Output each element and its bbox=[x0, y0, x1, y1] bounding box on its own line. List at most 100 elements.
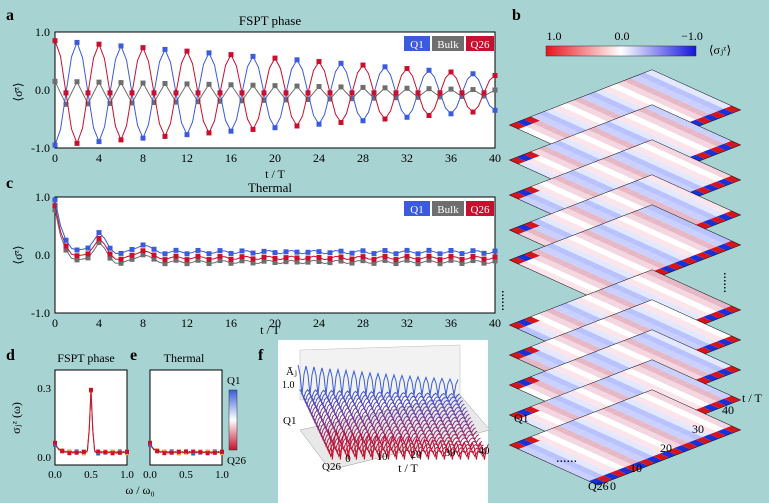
heatmap-cell bbox=[579, 152, 595, 160]
heatmap-cell bbox=[681, 382, 698, 390]
heatmap-cell bbox=[611, 350, 627, 358]
heatmap-cell bbox=[600, 399, 617, 407]
heatmap-cell bbox=[598, 332, 615, 340]
data-point-Bulk bbox=[294, 259, 300, 265]
heatmap-cell bbox=[517, 119, 533, 127]
x-tick-label: 8 bbox=[140, 316, 146, 330]
heatmap-cell bbox=[593, 342, 610, 349]
heatmap-cell bbox=[600, 369, 617, 377]
data-point-Q26 bbox=[129, 90, 135, 96]
heatmap-cell bbox=[607, 141, 624, 149]
heatmap-cell bbox=[634, 89, 650, 96]
heatmap-cell bbox=[605, 449, 622, 457]
heatmap-cell bbox=[541, 444, 558, 452]
data-point-Q26 bbox=[415, 257, 421, 263]
heatmap-cell bbox=[630, 275, 647, 283]
heatmap-cell bbox=[609, 83, 626, 91]
heatmap-cell bbox=[639, 214, 656, 222]
heatmap-cell bbox=[709, 146, 726, 154]
heatmap-cell bbox=[676, 392, 693, 399]
heatmap-cell bbox=[573, 97, 590, 105]
heatmap-cell bbox=[545, 213, 562, 221]
heatmap-cell bbox=[611, 125, 627, 133]
data-point-Q26 bbox=[118, 137, 124, 143]
heatmap-cell bbox=[584, 273, 600, 280]
heatmap-cell bbox=[669, 305, 686, 312]
heatmap-cell bbox=[594, 468, 611, 476]
spectrum-point bbox=[67, 451, 72, 456]
heatmap-cell bbox=[570, 313, 587, 321]
heatmap-cell bbox=[589, 168, 606, 176]
heatmap-cell bbox=[688, 320, 705, 327]
heatmap-cell bbox=[724, 211, 740, 218]
heatmap-cell bbox=[644, 419, 661, 427]
heatmap-cell bbox=[573, 417, 590, 425]
heatmap-cell bbox=[612, 357, 629, 364]
heatmap-cell bbox=[671, 187, 688, 194]
heatmap-cell bbox=[602, 346, 619, 354]
spectrum-point bbox=[205, 451, 210, 456]
heatmap-cell bbox=[541, 229, 558, 237]
heatmap-cell bbox=[681, 412, 698, 420]
heatmap-cell bbox=[525, 258, 542, 266]
heatmap-cell bbox=[648, 343, 665, 351]
heatmap-cell bbox=[564, 353, 581, 360]
data-point-Bulk bbox=[426, 86, 432, 92]
heatmap-cell bbox=[623, 338, 640, 345]
heatmap-cell bbox=[564, 193, 581, 200]
heatmap-cell bbox=[568, 212, 585, 219]
heatmap-cell bbox=[518, 386, 535, 393]
heatmap-cell bbox=[686, 248, 703, 255]
heatmap-cell bbox=[563, 186, 579, 194]
heatmap-cell bbox=[524, 346, 541, 354]
spectrum-point bbox=[184, 449, 188, 454]
data-point-Bulk bbox=[305, 259, 311, 265]
data-point-Q26 bbox=[360, 254, 366, 260]
heatmap-cell bbox=[686, 113, 703, 120]
heatmap-cell bbox=[566, 300, 583, 307]
heatmap-cell bbox=[614, 139, 631, 146]
heatmap-cell bbox=[653, 179, 670, 186]
heatmap-cell bbox=[557, 126, 574, 133]
heatmap-cell bbox=[556, 439, 572, 446]
heatmap-cell bbox=[701, 212, 717, 220]
heatmap-cell bbox=[653, 274, 670, 281]
heatmap-cell bbox=[650, 410, 666, 417]
heatmap-cell bbox=[573, 297, 590, 305]
heatmap-cell bbox=[547, 345, 564, 352]
heatmap-cell bbox=[706, 328, 723, 335]
heatmap-cell bbox=[665, 291, 682, 299]
heatmap-cell bbox=[674, 200, 691, 208]
heatmap-cell bbox=[604, 163, 620, 170]
data-point-Q1 bbox=[206, 251, 212, 257]
heatmap-cell bbox=[604, 383, 620, 390]
heatmap-cell bbox=[518, 446, 535, 453]
heatmap-cell bbox=[692, 103, 709, 111]
panel-c-ylabel: ⟨σ̄ᶻ⟩ bbox=[11, 245, 25, 264]
heatmap-cell bbox=[632, 82, 649, 89]
heatmap-cell bbox=[708, 334, 725, 342]
heatmap-cell bbox=[676, 207, 693, 214]
heatmap-cell bbox=[581, 229, 597, 237]
heatmap-cell bbox=[588, 92, 604, 99]
panel-letter-e: e bbox=[130, 347, 137, 364]
heatmap-cell bbox=[667, 448, 684, 455]
heatmap-cell bbox=[655, 280, 672, 288]
heatmap-cell bbox=[644, 234, 661, 242]
heatmap-cell bbox=[688, 189, 705, 197]
heatmap-cell bbox=[651, 297, 668, 304]
panel-e-xtick: 0.5 bbox=[179, 469, 193, 481]
spectrum-point bbox=[81, 449, 86, 454]
heatmap-cell bbox=[709, 111, 726, 119]
heatmap-cell bbox=[552, 270, 569, 278]
legend-q26-box bbox=[466, 201, 494, 216]
data-point-Q1 bbox=[206, 50, 212, 56]
heatmap-cell bbox=[702, 434, 719, 441]
heatmap-cell bbox=[600, 144, 617, 152]
heatmap-cell bbox=[547, 115, 564, 122]
heatmap-cell bbox=[579, 222, 595, 230]
heatmap-cell bbox=[701, 107, 717, 115]
data-point-Bulk bbox=[107, 100, 113, 106]
heatmap-cell bbox=[536, 269, 553, 276]
heatmap-cell bbox=[595, 89, 612, 96]
